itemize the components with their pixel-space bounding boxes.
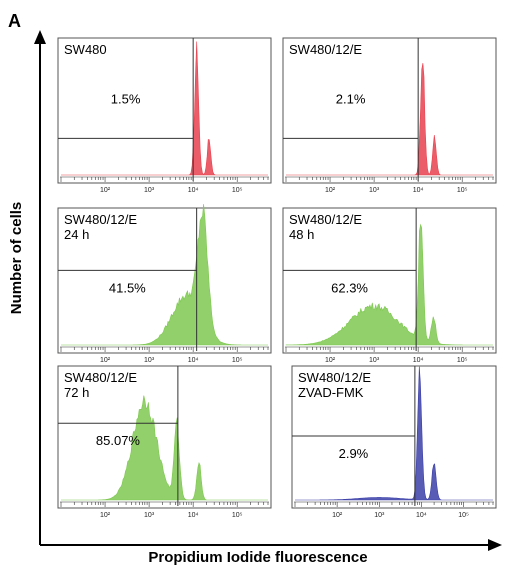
x-tick-label: 10³: [144, 512, 155, 519]
histogram-panels: 10² 10³ 10⁴ 10⁵ SW480 1.5% 10² 10³ 10⁴ 10⁵ SW480/1…: [57, 37, 497, 519]
gate-percent-label: 41.5%: [109, 280, 146, 295]
x-tick-label: 10⁵: [232, 512, 243, 519]
panel-header: SW480/12/E: [289, 42, 362, 57]
x-tick-label: 10³: [374, 512, 385, 519]
panel-header: SW480/12/E: [289, 212, 362, 227]
histogram-panel: 10² 10³ 10⁴ 10⁵ SW480/12/E 2.1%: [282, 37, 497, 194]
x-tick-label: 10²: [100, 512, 111, 519]
histogram-area: [61, 41, 268, 176]
x-tick-label: 10⁵: [457, 357, 468, 364]
x-tick-label: 10⁴: [188, 512, 199, 519]
panel-header: SW480/12/E: [64, 370, 137, 385]
x-tick-label: 10⁵: [457, 187, 468, 194]
histogram-area: [286, 63, 493, 176]
x-tick-label: 10⁴: [188, 187, 199, 194]
panel-header: ZVAD-FMK: [298, 385, 364, 400]
x-axis-title: Propidium Iodide fluorescence: [148, 549, 367, 566]
x-tick-label: 10²: [100, 187, 111, 194]
gate-percent-label: 2.1%: [336, 91, 366, 106]
x-tick-label: 10⁵: [232, 357, 243, 364]
x-tick-label: 10⁴: [188, 357, 199, 364]
panel-header: SW480: [64, 42, 107, 57]
x-tick-label: 10²: [325, 187, 336, 194]
histogram-area: [295, 366, 493, 501]
panel-header: 72 h: [64, 385, 89, 400]
y-axis-arrowhead: [34, 30, 46, 44]
x-tick-label: 10²: [325, 357, 336, 364]
histogram-area: [61, 204, 268, 346]
panel-frame: [57, 37, 272, 184]
panel-header: SW480/12/E: [64, 212, 137, 227]
panel-frame: [282, 37, 497, 184]
panel-header: 48 h: [289, 227, 314, 242]
panel-frame: [291, 365, 497, 509]
gate-percent-label: 85.07%: [96, 433, 141, 448]
x-tick-label: 10⁵: [458, 512, 469, 519]
x-tick-label: 10²: [332, 512, 343, 519]
histogram-panel: 10² 10³ 10⁴ 10⁵ SW480/12/E48 h 62.3%: [282, 207, 497, 364]
histogram-panel: 10² 10³ 10⁴ 10⁵ SW480/12/E72 h 85.07%: [57, 365, 272, 519]
x-tick-label: 10⁴: [416, 512, 427, 519]
gate-percent-label: 1.5%: [111, 91, 141, 106]
x-tick-label: 10²: [100, 357, 111, 364]
histogram-area: [285, 223, 493, 346]
histogram-panel: 10² 10³ 10⁴ 10⁵ SW480 1.5%: [57, 37, 272, 194]
x-axis-arrowhead: [488, 539, 502, 551]
histogram-area: [61, 395, 268, 501]
histogram-panel: 10² 10³ 10⁴ 10⁵ SW480/12/E24 h 41.5%: [57, 204, 272, 364]
panel-header: SW480/12/E: [298, 370, 371, 385]
x-tick-label: 10³: [369, 357, 380, 364]
x-tick-label: 10⁵: [232, 187, 243, 194]
gate-percent-label: 2.9%: [339, 446, 369, 461]
panel-header: 24 h: [64, 227, 89, 242]
x-tick-label: 10³: [144, 187, 155, 194]
x-tick-label: 10⁴: [413, 357, 424, 364]
x-tick-label: 10⁴: [413, 187, 424, 194]
panel-label: A: [8, 11, 21, 31]
x-tick-label: 10³: [369, 187, 380, 194]
y-axis-title: Number of cells: [8, 202, 25, 315]
x-tick-label: 10³: [144, 357, 155, 364]
gate-percent-label: 62.3%: [331, 280, 368, 295]
